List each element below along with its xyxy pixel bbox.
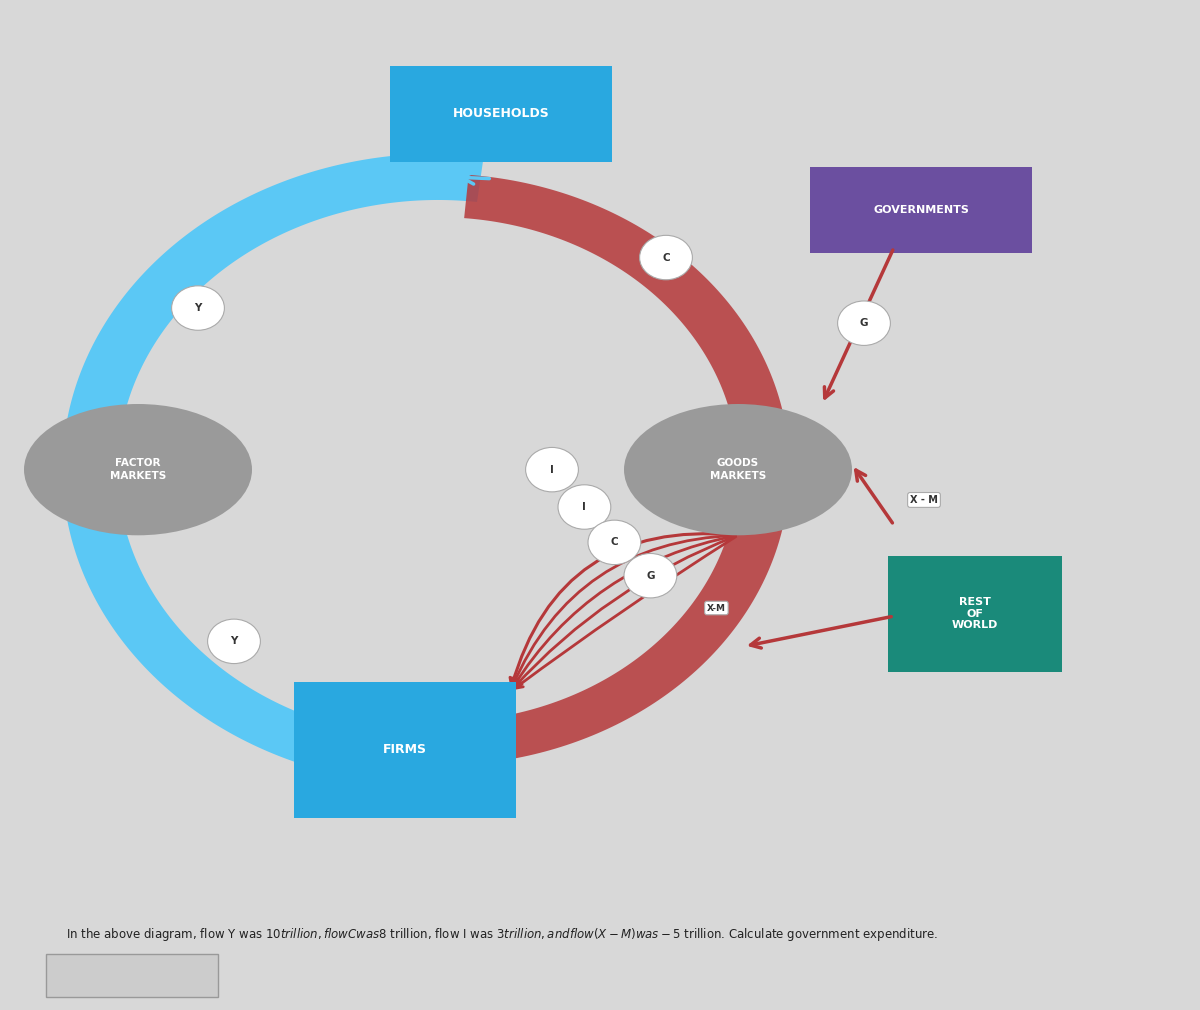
Text: Y: Y: [194, 303, 202, 313]
Text: FACTOR
MARKETS: FACTOR MARKETS: [110, 459, 166, 481]
Text: C: C: [662, 252, 670, 263]
Ellipse shape: [24, 404, 252, 535]
Circle shape: [588, 520, 641, 565]
Circle shape: [624, 553, 677, 598]
FancyBboxPatch shape: [888, 556, 1062, 672]
Text: HOUSEHOLDS: HOUSEHOLDS: [452, 107, 550, 120]
FancyBboxPatch shape: [390, 66, 612, 162]
Text: Y: Y: [230, 636, 238, 646]
Polygon shape: [389, 175, 790, 766]
FancyBboxPatch shape: [810, 167, 1032, 252]
Polygon shape: [62, 154, 484, 783]
Ellipse shape: [624, 404, 852, 535]
Circle shape: [558, 485, 611, 529]
FancyBboxPatch shape: [294, 682, 516, 818]
Text: FIRMS: FIRMS: [383, 743, 427, 756]
Circle shape: [640, 235, 692, 280]
Text: C: C: [611, 537, 618, 547]
Text: I: I: [550, 465, 554, 475]
Circle shape: [208, 619, 260, 664]
Text: X - M: X - M: [910, 495, 938, 505]
Text: X-M: X-M: [707, 604, 726, 612]
Text: G: G: [646, 571, 655, 581]
Text: GOODS
MARKETS: GOODS MARKETS: [710, 459, 766, 481]
Circle shape: [172, 286, 224, 330]
Text: REST
OF
WORLD: REST OF WORLD: [952, 597, 998, 630]
Text: G: G: [859, 318, 869, 328]
Circle shape: [838, 301, 890, 345]
Circle shape: [526, 447, 578, 492]
FancyBboxPatch shape: [46, 954, 218, 997]
Text: I: I: [582, 502, 587, 512]
Text: In the above diagram, flow Y was $10 trillion, flow C was $8 trillion, flow I wa: In the above diagram, flow Y was $10 tri…: [66, 926, 938, 943]
Text: GOVERNMENTS: GOVERNMENTS: [874, 205, 968, 214]
